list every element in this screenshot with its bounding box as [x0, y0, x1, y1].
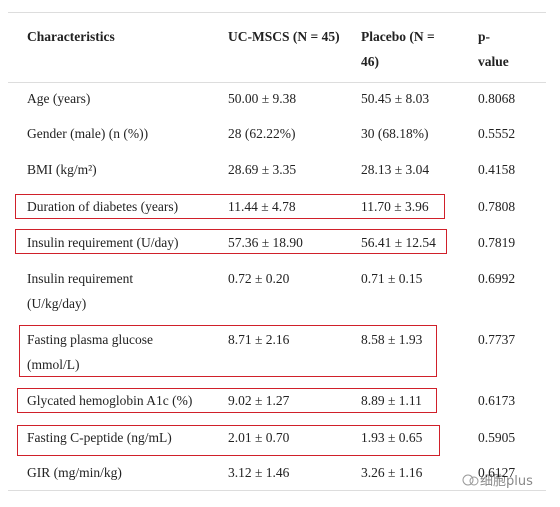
highlight-box: [17, 388, 437, 413]
cell-value: 8.58 ± 1.93: [361, 332, 423, 347]
bottom-rule: [8, 490, 546, 491]
cell-value: 56.41 ± 12.54: [361, 235, 436, 250]
cell-value: 3.12 ± 1.46: [228, 465, 290, 480]
top-rule: [8, 12, 546, 13]
cell-value: 11.44 ± 4.78: [228, 199, 296, 214]
cell-value: 0.72 ± 0.20: [228, 271, 290, 286]
cell-value: 57.36 ± 18.90: [228, 235, 303, 250]
cell-value: 11.70 ± 3.96: [361, 199, 429, 214]
cell-value: 0.6173: [478, 393, 516, 408]
header-cell: UC-MSCS (N = 45): [228, 29, 340, 44]
highlight-box: [19, 325, 437, 377]
cell-value: 0.7819: [478, 235, 516, 250]
cell-value: 0.6992: [478, 271, 516, 286]
watermark-icon: [462, 474, 479, 486]
cell-value: 0.71 ± 0.15: [361, 271, 423, 286]
highlight-box: [15, 229, 447, 254]
highlight-box: [17, 425, 440, 456]
header-cell: Placebo (N = 46): [361, 29, 435, 69]
cell-value: 0.7737: [478, 332, 516, 347]
cell-value: 0.8068: [478, 91, 516, 106]
header-cell: p-value: [478, 29, 509, 69]
row-label: Duration of diabetes (years): [27, 199, 179, 214]
cell-value: 50.00 ± 9.38: [228, 91, 297, 106]
row-label: Age (years): [27, 91, 91, 106]
row-label: BMI (kg/m²): [27, 162, 97, 177]
cell-value: 30 (68.18%): [361, 126, 429, 141]
highlight-box: [15, 194, 445, 219]
cell-value: 1.93 ± 0.65: [361, 430, 423, 445]
row-label: GIR (mg/min/kg): [27, 465, 122, 480]
cell-value: 0.5905: [478, 430, 516, 445]
row-label: Gender (male) (n (%)): [27, 126, 149, 141]
watermark: 细胞plus: [462, 470, 533, 489]
row-label: Glycated hemoglobin A1c (%): [27, 393, 193, 408]
cell-value: 0.4158: [478, 162, 516, 177]
row-label: Fasting C-peptide (ng/mL): [27, 430, 172, 445]
cell-value: 0.6127: [478, 465, 516, 480]
cell-value: 2.01 ± 0.70: [228, 430, 290, 445]
cell-value: 50.45 ± 8.03: [361, 91, 430, 106]
header-cell: Characteristics: [27, 29, 115, 44]
cell-value: 3.26 ± 1.16: [361, 465, 423, 480]
header-rule: [8, 82, 546, 83]
row-label: Fasting plasma glucose (mmol/L): [27, 332, 153, 372]
watermark-text: 细胞plus: [480, 474, 533, 489]
cell-value: 8.89 ± 1.11: [361, 393, 422, 408]
cell-value: 28 (62.22%): [228, 126, 296, 141]
cell-value: 8.71 ± 2.16: [228, 332, 290, 347]
row-label: Insulin requirement (U/day): [27, 235, 179, 250]
cell-value: 0.7808: [478, 199, 516, 214]
row-label: Insulin requirement (U/kg/day): [27, 271, 134, 311]
cell-value: 0.5552: [478, 126, 516, 141]
cell-value: 28.69 ± 3.35: [228, 162, 297, 177]
cell-value: 9.02 ± 1.27: [228, 393, 290, 408]
cell-value: 28.13 ± 3.04: [361, 162, 430, 177]
